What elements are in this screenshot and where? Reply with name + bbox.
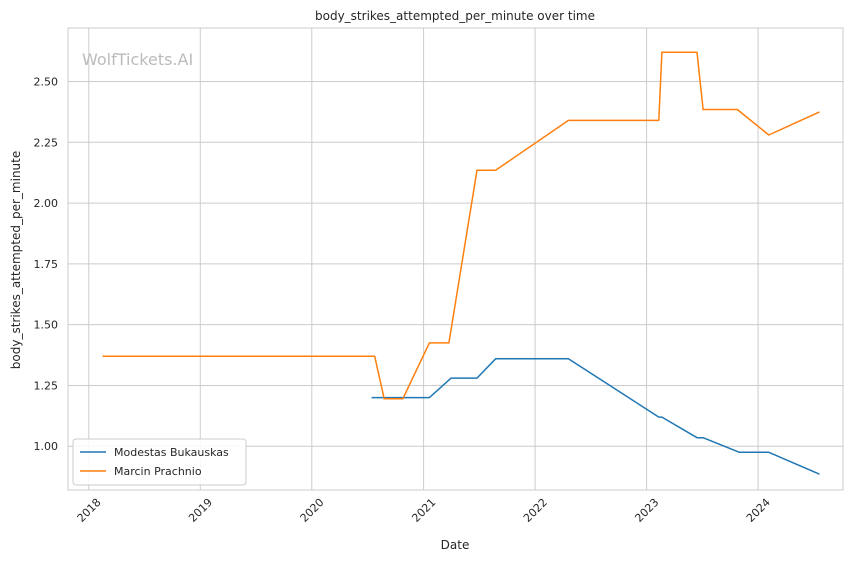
- legend-label: Modestas Bukauskas: [114, 446, 229, 459]
- y-tick-label: 1.75: [34, 258, 59, 271]
- y-tick-label: 2.00: [34, 197, 59, 210]
- legend: Modestas Bukauskas Marcin Prachnio: [72, 438, 247, 486]
- series-layer: [102, 51, 820, 475]
- series-line-marcin-prachnio: [102, 51, 820, 400]
- y-tick-label: 2.50: [34, 75, 59, 88]
- legend-box: [72, 438, 247, 486]
- y-tick-label: 1.50: [34, 319, 59, 332]
- y-axis-label: body_strikes_attempted_per_minute: [9, 151, 23, 369]
- legend-label: Marcin Prachnio: [114, 465, 202, 478]
- series-line-modestas-bukauskas: [371, 357, 820, 475]
- y-tick-label: 1.25: [34, 379, 59, 392]
- y-tick-label: 2.25: [34, 136, 59, 149]
- chart-title: body_strikes_attempted_per_minute over t…: [315, 9, 595, 23]
- watermark: WolfTickets.AI: [82, 50, 193, 69]
- y-tick-label: 1.00: [34, 440, 59, 453]
- plot-area: [67, 27, 844, 491]
- x-axis-label: Date: [441, 538, 470, 552]
- y-axis-ticks: 1.00 1.25 1.50 1.75 2.00 2.25 2.50: [34, 75, 59, 453]
